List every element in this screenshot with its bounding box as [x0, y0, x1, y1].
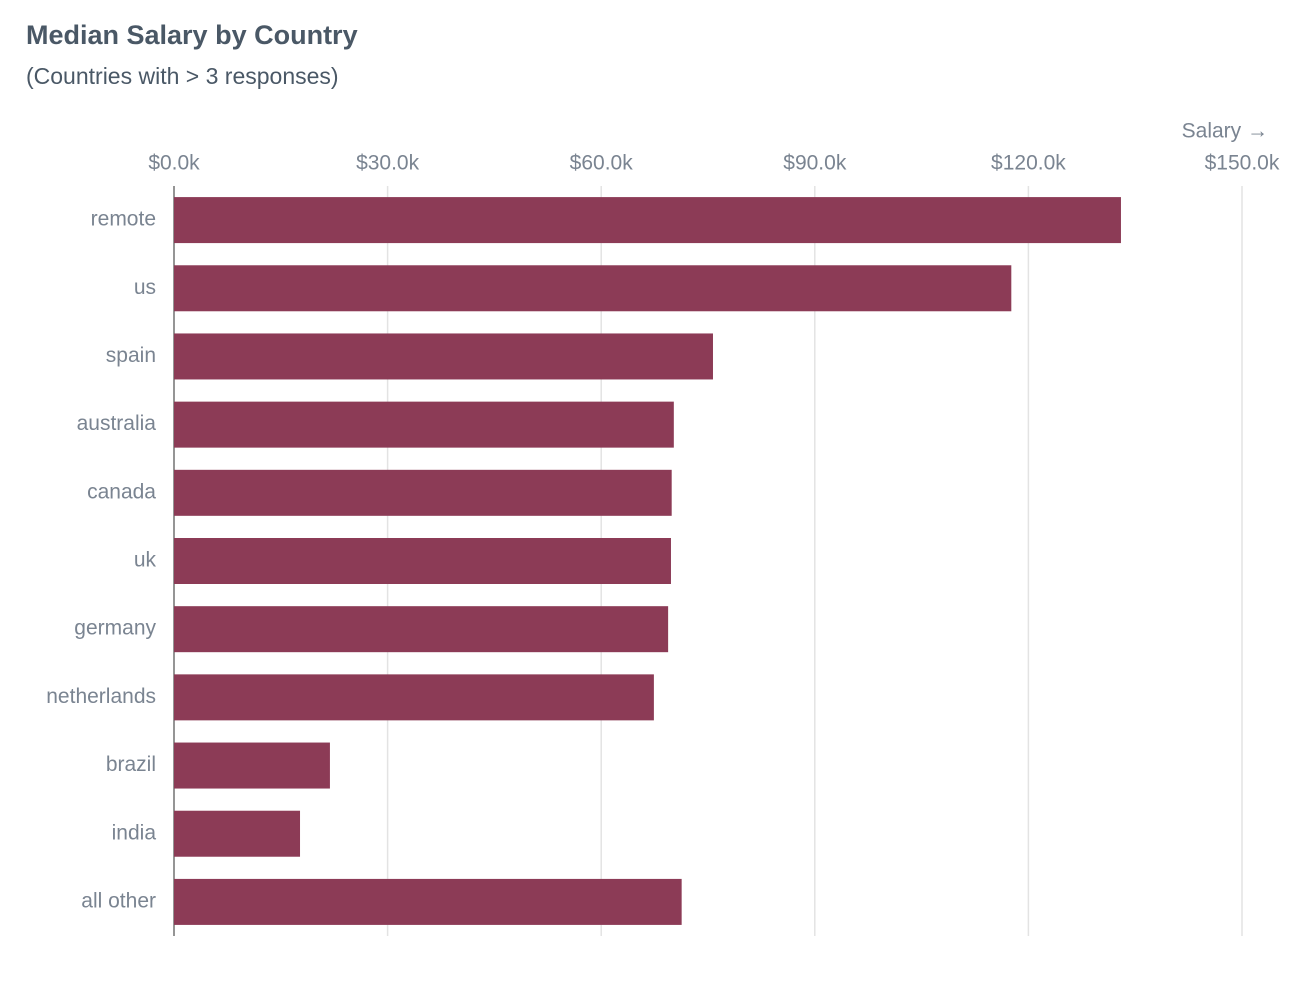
- y-tick-label: netherlands: [46, 685, 156, 708]
- x-tick-label: $30.0k: [356, 152, 420, 175]
- bar: [174, 742, 330, 789]
- chart-subtitle: (Countries with > 3 responses): [26, 63, 339, 89]
- bar: [174, 333, 713, 380]
- y-tick-label: us: [134, 276, 156, 299]
- x-axis-label: Salary →: [1182, 120, 1268, 143]
- y-tick-label: australia: [77, 412, 157, 435]
- bar: [174, 265, 1012, 312]
- y-tick-label: all other: [81, 889, 156, 912]
- y-tick-label: uk: [134, 549, 157, 572]
- bar: [174, 674, 654, 721]
- y-tick-label: germany: [74, 617, 156, 640]
- bar: [174, 469, 672, 516]
- x-tick-label: $120.0k: [991, 152, 1066, 175]
- chart-title: Median Salary by Country: [26, 20, 358, 50]
- bar: [174, 810, 301, 857]
- bar: [174, 606, 669, 653]
- x-tick-label: $150.0k: [1205, 152, 1280, 175]
- x-tick-label: $0.0k: [148, 152, 200, 175]
- y-tick-label: brazil: [106, 753, 156, 776]
- y-tick-label: spain: [106, 344, 156, 367]
- x-tick-label: $60.0k: [570, 152, 634, 175]
- bar: [174, 401, 674, 448]
- y-tick-label: india: [112, 821, 157, 844]
- y-tick-label: remote: [91, 208, 156, 231]
- x-tick-label: $90.0k: [783, 152, 847, 175]
- bar: [174, 197, 1121, 244]
- bar: [174, 538, 671, 584]
- bar: [174, 878, 682, 925]
- y-tick-label: canada: [87, 480, 156, 503]
